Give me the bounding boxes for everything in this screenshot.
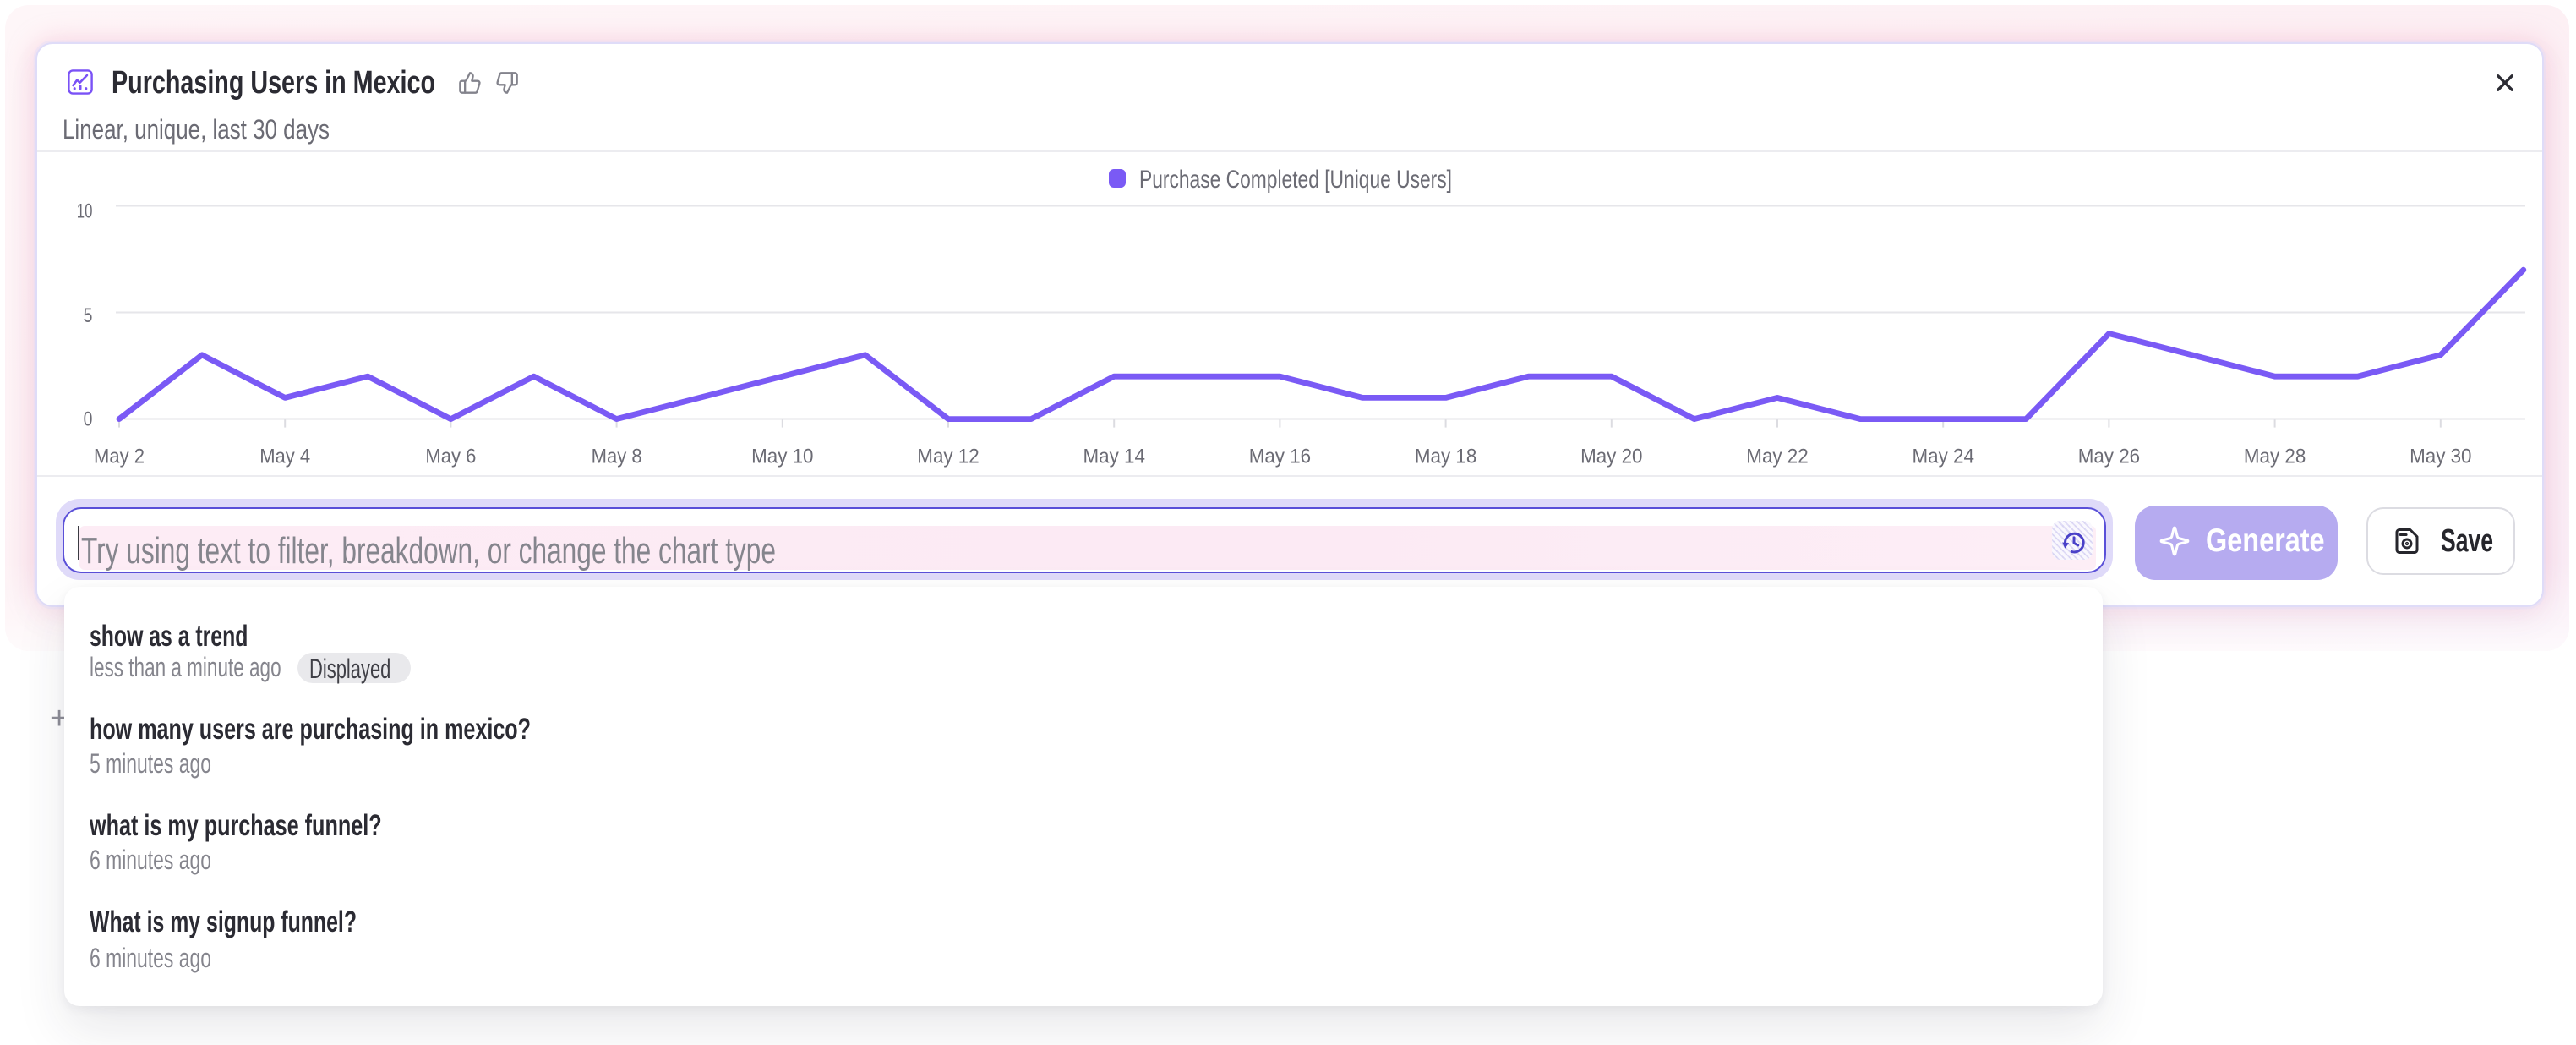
svg-text:May 24: May 24 — [1913, 446, 1974, 468]
svg-text:10: 10 — [77, 200, 93, 223]
svg-text:May 30: May 30 — [2410, 446, 2471, 468]
svg-text:May 26: May 26 — [2078, 446, 2140, 468]
svg-text:May 10: May 10 — [751, 446, 813, 468]
svg-text:May 4: May 4 — [259, 446, 310, 468]
svg-text:May 6: May 6 — [425, 446, 476, 468]
svg-text:May 2: May 2 — [94, 446, 145, 468]
svg-text:May 12: May 12 — [917, 446, 979, 468]
svg-text:May 16: May 16 — [1249, 446, 1311, 468]
svg-text:5: 5 — [84, 304, 93, 327]
svg-text:May 8: May 8 — [592, 446, 642, 468]
svg-text:May 28: May 28 — [2244, 446, 2306, 468]
svg-text:0: 0 — [84, 408, 93, 430]
svg-text:May 20: May 20 — [1580, 446, 1642, 468]
svg-text:May 14: May 14 — [1083, 446, 1145, 468]
svg-text:May 18: May 18 — [1415, 446, 1476, 468]
svg-text:May 22: May 22 — [1746, 446, 1808, 468]
